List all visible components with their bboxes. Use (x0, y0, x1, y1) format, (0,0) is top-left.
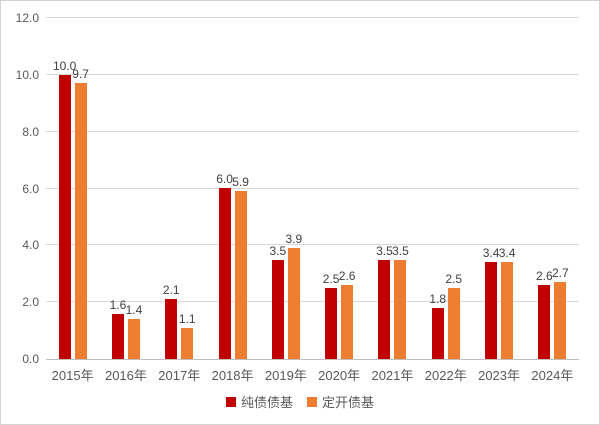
y-tick-label: 0.0 (22, 352, 39, 366)
bar (218, 188, 231, 359)
bar (287, 248, 300, 359)
gridline (46, 17, 579, 18)
x-tick-label: 2017年 (158, 368, 201, 383)
value-label: 6.0 (216, 172, 233, 186)
gridline (46, 301, 579, 303)
plot-area: 10.0 9.7 1.6 1.4 2.1 1.1 6.0 5.9 3.5 3.9 2.5 2.6 3.5… (46, 17, 579, 360)
legend: 纯债债基 定开债基 (1, 392, 599, 411)
value-label: 5.9 (232, 175, 249, 189)
value-label: 3.5 (269, 244, 287, 258)
x-tick-label: 2015年 (51, 368, 94, 383)
y-axis: 0.0 2.0 4.0 6.0 8.0 10.0 12.0 (1, 11, 39, 366)
bar (165, 299, 178, 359)
bar (234, 191, 247, 359)
bar (538, 285, 551, 359)
value-label: 2.6 (338, 269, 356, 283)
gridline (46, 130, 579, 132)
gridline (46, 244, 579, 246)
value-label: 1.1 (178, 312, 196, 326)
legend-label-series1: 纯债债基 (240, 395, 293, 410)
y-tick-label: 10.0 (15, 67, 39, 82)
bar (485, 262, 498, 359)
x-tick-label: 2016年 (104, 368, 147, 383)
x-axis: 2015年 2016年 2017年 2018年 2019年 2020年 2021年 2022年… (46, 365, 579, 383)
x-tick-label: 2019年 (264, 368, 307, 383)
legend-label-series2: 定开债基 (322, 395, 375, 410)
bar (111, 314, 124, 359)
value-label: 2.5 (322, 272, 340, 286)
y-tick-label: 4.0 (22, 238, 39, 253)
value-label: 2.7 (552, 266, 569, 280)
legend-item-series2: 定开债基 (307, 392, 374, 411)
x-tick-label: 2022年 (424, 368, 467, 383)
bar (58, 75, 71, 359)
gridline (46, 187, 579, 189)
x-tick-label: 2020年 (318, 368, 361, 383)
value-label: 3.9 (285, 232, 303, 246)
y-tick-label: 2.0 (22, 295, 39, 310)
y-tick-label: 8.0 (22, 124, 39, 139)
bar (378, 260, 391, 359)
value-label: 3.4 (482, 246, 500, 260)
value-label: 2.5 (445, 272, 463, 286)
value-label: 3.4 (498, 246, 516, 260)
value-label: 9.7 (72, 67, 89, 81)
bar (341, 285, 354, 359)
legend-swatch (225, 396, 236, 407)
bar (431, 308, 444, 359)
value-label: 2.6 (536, 269, 553, 283)
value-label: 1.8 (429, 292, 447, 306)
value-label: 2.1 (162, 283, 180, 297)
bar (325, 288, 338, 359)
x-tick-label: 2024年 (531, 368, 574, 383)
value-label: 1.4 (125, 303, 143, 317)
bar (394, 260, 407, 359)
x-tick-label: 2023年 (478, 368, 521, 383)
bar (447, 288, 460, 359)
bar (554, 282, 567, 359)
bar (74, 83, 87, 359)
legend-item-series1: 纯债债基 (225, 392, 293, 411)
bar (127, 319, 140, 359)
y-tick-label: 6.0 (22, 181, 39, 196)
value-label: 10.0 (52, 59, 77, 73)
bar (181, 328, 194, 359)
value-label: 3.5 (376, 244, 393, 258)
legend-swatch (307, 396, 317, 407)
value-label: 1.6 (109, 298, 127, 312)
bar (271, 260, 284, 359)
value-label: 3.5 (392, 244, 409, 258)
y-tick-label: 12.0 (15, 11, 39, 25)
x-tick-label: 2021年 (371, 368, 414, 383)
bar (501, 262, 514, 359)
gridline (46, 73, 579, 75)
x-tick-label: 2018年 (211, 368, 254, 383)
